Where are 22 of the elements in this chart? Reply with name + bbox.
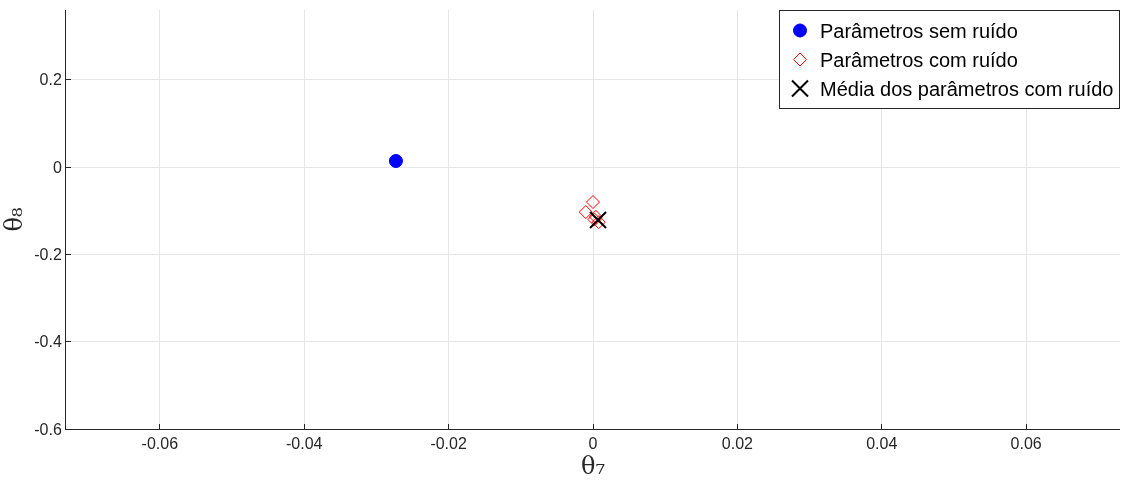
y-tick-label: -0.4 xyxy=(34,333,62,351)
point xyxy=(589,210,608,229)
point xyxy=(586,195,600,210)
x-tick-label: 0.04 xyxy=(866,435,898,453)
x-tick-label: -0.02 xyxy=(430,435,467,453)
x-tick-label: 0 xyxy=(588,435,598,453)
x-tick-label: 0.02 xyxy=(721,435,754,453)
y-tick-label: 0 xyxy=(52,158,62,176)
legend-label: Parâmetros sem ruído xyxy=(820,20,1018,43)
legend-label: Parâmetros com ruído xyxy=(820,49,1018,72)
legend-label: Média dos parâmetros com ruído xyxy=(820,78,1114,101)
point xyxy=(578,205,593,220)
x-tick-label: -0.06 xyxy=(141,435,179,453)
point xyxy=(388,154,403,168)
y-tick-label: -0.6 xyxy=(34,420,62,438)
x-tick-label: -0.04 xyxy=(286,435,323,453)
x-axis-title: θ₇ xyxy=(580,452,606,481)
y-tick-label: 0.2 xyxy=(39,71,62,89)
y-axis-title: θ₈ xyxy=(0,207,29,232)
x-tick-label: 0.06 xyxy=(1010,435,1042,453)
point xyxy=(591,215,606,230)
y-tick-label: -0.2 xyxy=(34,246,62,264)
